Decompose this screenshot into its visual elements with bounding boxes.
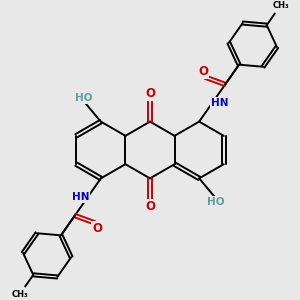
Text: CH₃: CH₃ (11, 290, 28, 299)
Text: O: O (92, 222, 102, 235)
Text: CH₃: CH₃ (272, 1, 289, 10)
Text: HO: HO (75, 93, 93, 103)
Text: O: O (198, 65, 208, 78)
Text: O: O (145, 87, 155, 100)
Text: HN: HN (211, 98, 228, 108)
Text: O: O (145, 200, 155, 213)
Text: HO: HO (207, 197, 225, 207)
Text: HN: HN (72, 192, 89, 202)
